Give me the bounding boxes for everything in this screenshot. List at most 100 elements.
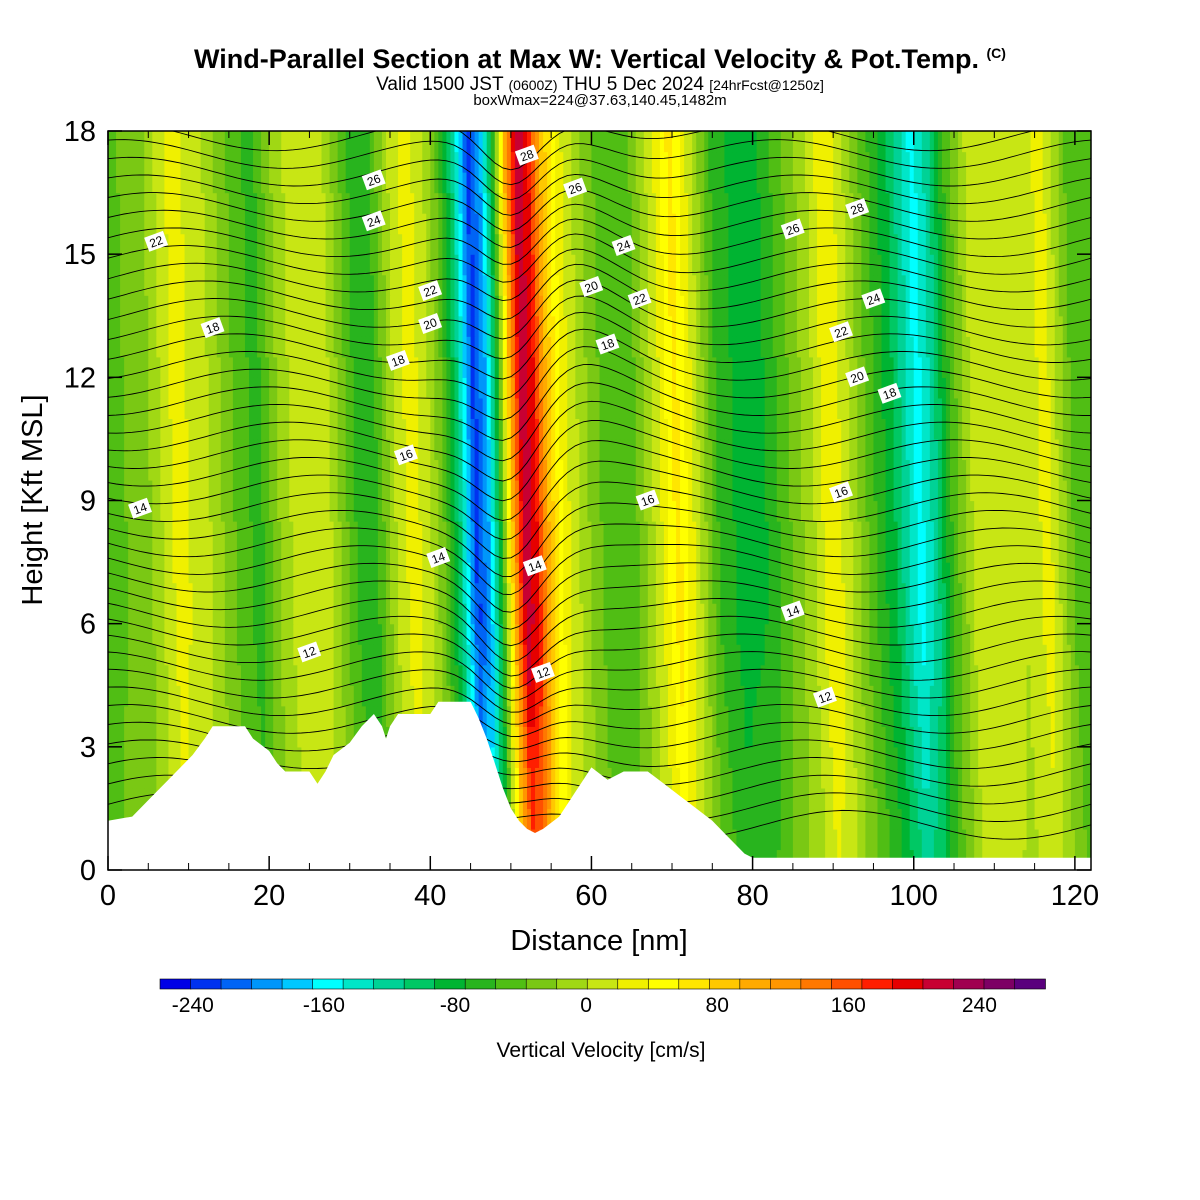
velocity-cell xyxy=(539,438,544,461)
velocity-cell xyxy=(361,603,367,625)
velocity-cell xyxy=(341,664,347,686)
velocity-cell xyxy=(208,644,214,666)
velocity-cell xyxy=(184,644,190,666)
velocity-cell xyxy=(752,685,758,707)
velocity-cell xyxy=(148,644,153,666)
velocity-cell xyxy=(639,479,645,502)
velocity-cell xyxy=(986,644,991,666)
velocity-cell xyxy=(583,726,589,748)
velocity-cell xyxy=(341,582,347,604)
velocity-cell xyxy=(1062,603,1068,625)
velocity-cell xyxy=(784,828,790,851)
velocity-cell xyxy=(950,828,955,851)
velocity-cell xyxy=(224,664,230,686)
velocity-cell xyxy=(1010,644,1016,666)
velocity-cell xyxy=(784,562,790,584)
velocity-cell xyxy=(804,808,810,830)
velocity-cell xyxy=(821,767,826,789)
velocity-cell xyxy=(535,787,540,810)
velocity-cell xyxy=(128,705,133,727)
velocity-cell xyxy=(676,767,681,789)
velocity-cell xyxy=(394,603,399,625)
velocity-cell xyxy=(526,808,532,830)
velocity-cell xyxy=(180,479,186,502)
velocity-cell xyxy=(309,623,315,645)
velocity-cell xyxy=(325,623,331,645)
velocity-cell xyxy=(885,623,891,645)
velocity-cell xyxy=(752,664,758,686)
velocity-cell xyxy=(587,521,593,543)
velocity-cell xyxy=(212,521,218,543)
velocity-cell xyxy=(627,726,633,748)
velocity-cell xyxy=(253,603,258,625)
velocity-cell xyxy=(796,521,802,543)
velocity-cell xyxy=(607,685,613,707)
velocity-cell xyxy=(281,521,286,543)
velocity-cell xyxy=(994,562,999,584)
velocity-cell xyxy=(1070,664,1076,686)
velocity-cell xyxy=(269,685,274,707)
velocity-cell xyxy=(591,726,597,748)
velocity-cell xyxy=(861,828,866,851)
velocity-cell xyxy=(808,500,814,522)
velocity-cell xyxy=(116,479,121,502)
velocity-cell xyxy=(1030,767,1036,789)
velocity-cell xyxy=(865,705,871,727)
velocity-cell xyxy=(430,521,435,543)
velocity-cell xyxy=(1070,705,1076,727)
velocity-cell xyxy=(220,500,226,522)
velocity-cell xyxy=(712,623,717,645)
velocity-cell xyxy=(647,623,653,645)
velocity-cell xyxy=(208,479,214,502)
velocity-cell xyxy=(1006,521,1012,543)
velocity-cell xyxy=(116,726,121,748)
velocity-cell xyxy=(450,603,456,625)
velocity-cell xyxy=(780,541,786,563)
velocity-cell xyxy=(639,541,645,563)
velocity-cell xyxy=(160,603,165,625)
velocity-cell xyxy=(466,685,472,707)
velocity-cell xyxy=(430,664,435,686)
velocity-cell xyxy=(712,562,717,584)
velocity-cell xyxy=(269,664,274,686)
velocity-cell xyxy=(365,479,371,502)
velocity-cell xyxy=(821,787,826,810)
velocity-cell xyxy=(418,500,423,522)
velocity-cell xyxy=(317,562,323,584)
velocity-cell xyxy=(285,603,290,625)
velocity-cell xyxy=(208,705,214,727)
velocity-cell xyxy=(776,521,782,543)
velocity-cell xyxy=(526,644,532,666)
velocity-cell xyxy=(285,664,290,686)
velocity-cell xyxy=(796,644,802,666)
velocity-cell xyxy=(893,726,899,748)
velocity-cell xyxy=(571,746,576,768)
velocity-cell xyxy=(752,459,758,481)
velocity-cell xyxy=(1014,685,1020,707)
velocity-cell xyxy=(1082,603,1088,625)
velocity-cell xyxy=(563,500,568,522)
velocity-cell xyxy=(317,521,323,543)
velocity-cell xyxy=(865,787,871,810)
velocity-cell xyxy=(599,623,605,645)
velocity-cell xyxy=(361,459,367,481)
velocity-cell xyxy=(764,644,770,666)
velocity-cell xyxy=(663,603,669,625)
velocity-cell xyxy=(1066,521,1072,543)
velocity-cell xyxy=(273,623,278,645)
velocity-cell xyxy=(885,685,891,707)
velocity-cell xyxy=(478,623,484,645)
velocity-cell xyxy=(575,767,580,789)
velocity-cell xyxy=(804,705,810,727)
velocity-cell xyxy=(369,500,375,522)
velocity-cell xyxy=(998,828,1003,851)
velocity-cell xyxy=(849,787,854,810)
velocity-cell xyxy=(740,479,746,502)
velocity-cell xyxy=(889,479,895,502)
velocity-cell xyxy=(176,459,182,481)
velocity-cell xyxy=(297,438,302,461)
velocity-cell xyxy=(897,479,903,502)
velocity-cell xyxy=(144,705,149,727)
velocity-cell xyxy=(825,582,830,604)
velocity-cell xyxy=(176,644,182,666)
